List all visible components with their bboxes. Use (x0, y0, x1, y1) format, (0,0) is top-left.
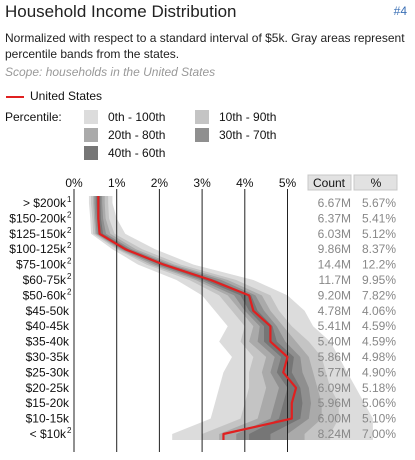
legend-band-4: 40th - 60th (84, 146, 165, 160)
category-label: $15-20k (26, 396, 70, 410)
category-label: $30-35k (26, 350, 70, 364)
legend-band-3: 30th - 70th (195, 128, 276, 142)
count-value: 14.4M (318, 258, 351, 272)
legend-band-label: 30th - 70th (219, 128, 277, 142)
pct-value: 4.59% (362, 319, 396, 333)
category-label: $125-150k (9, 227, 67, 241)
pct-value: 12.2% (362, 258, 396, 272)
figure-number-link[interactable]: #4 (393, 4, 407, 18)
x-tick-label: 5% (279, 176, 297, 190)
category-label: $50-60k (23, 288, 67, 302)
category-label: $25-30k (26, 365, 70, 379)
category-label: $150-200k (9, 211, 67, 225)
percentile-band (94, 196, 311, 440)
count-value: 9.86M (318, 242, 351, 256)
count-value: 6.00M (318, 412, 351, 426)
pct-value: 4.59% (362, 335, 396, 349)
count-header: Count (313, 176, 346, 190)
legend-band-label: 0th - 100th (108, 110, 166, 124)
pct-value: 7.00% (362, 427, 396, 441)
category-label: $20-25k (26, 381, 70, 395)
pct-value: 5.06% (362, 396, 396, 410)
count-value: 5.86M (318, 350, 351, 364)
percentile-band (96, 196, 303, 440)
legend-band-label: 40th - 60th (108, 146, 166, 160)
legend-percentile-label: Percentile: (5, 110, 62, 124)
category-label: $35-40k (26, 335, 70, 349)
category-footnote: 2 (67, 226, 72, 235)
legend-band-swatch (84, 110, 98, 124)
x-tick-label: 3% (193, 176, 211, 190)
count-value: 6.03M (318, 227, 351, 241)
count-value: 5.40M (318, 335, 351, 349)
count-value: 6.67M (318, 196, 351, 210)
legend-band-swatch (84, 128, 98, 142)
category-footnote: 2 (67, 426, 72, 435)
count-value: 5.77M (318, 365, 351, 379)
pct-value: 9.95% (362, 273, 396, 287)
pct-value: 4.90% (362, 365, 396, 379)
legend-band-swatch (195, 128, 209, 142)
category-label: $45-50k (26, 304, 70, 318)
count-value: 5.96M (318, 396, 351, 410)
category-label: $60-75k (23, 273, 67, 287)
legend-band-swatch (195, 110, 209, 124)
x-tick-label: 0% (65, 176, 83, 190)
category-footnote: 2 (67, 272, 72, 281)
legend-band-label: 10th - 90th (219, 110, 277, 124)
category-label: $10-15k (26, 412, 70, 426)
category-label: $75-100k (16, 258, 67, 272)
legend-series-swatch (6, 96, 24, 98)
category-label: $40-45k (26, 319, 70, 333)
category-label: < $10k (30, 427, 67, 441)
count-value: 9.20M (318, 288, 351, 302)
pct-value: 5.18% (362, 381, 396, 395)
count-value: 5.41M (318, 319, 351, 333)
legend-band-label: 20th - 80th (108, 128, 166, 142)
pct-value: 4.06% (362, 304, 396, 318)
x-tick-label: 1% (108, 176, 126, 190)
pct-header-box (353, 174, 398, 191)
count-value: 6.37M (318, 211, 351, 225)
series-line-united-states (97, 196, 298, 440)
legend-band-2: 20th - 80th (84, 128, 165, 142)
category-footnote: 2 (67, 241, 72, 250)
legend-band-swatch (84, 146, 98, 160)
category-footnote: 2 (67, 287, 72, 296)
pct-value: 5.12% (362, 227, 396, 241)
category-label: $100-125k (9, 242, 67, 256)
legend-series-label: United States (30, 89, 103, 103)
chart-scope: Scope: households in the United States (5, 65, 216, 79)
count-value: 11.7M (319, 273, 351, 287)
pct-value: 5.41% (362, 211, 396, 225)
count-value: 6.09M (318, 381, 351, 395)
pct-header: % (371, 176, 382, 190)
pct-value: 5.10% (362, 412, 396, 426)
category-footnote: 2 (67, 257, 72, 266)
x-tick-label: 2% (151, 176, 169, 190)
chart-title: Household Income Distribution (5, 2, 237, 21)
x-tick-label: 4% (236, 176, 254, 190)
category-footnote: 1 (67, 195, 72, 204)
category-label: > $200k (23, 196, 67, 210)
pct-value: 8.37% (362, 242, 396, 256)
count-value: 4.78M (318, 304, 351, 318)
count-value: 8.24M (318, 427, 351, 441)
pct-value: 5.67% (362, 196, 396, 210)
legend-band-0: 0th - 100th (84, 110, 165, 124)
pct-value: 4.98% (362, 350, 396, 364)
category-footnote: 2 (67, 210, 72, 219)
pct-value: 7.82% (362, 288, 396, 302)
chart-subtitle: Normalized with respect to a standard in… (5, 31, 405, 61)
legend-band-1: 10th - 90th (195, 110, 276, 124)
count-header-box (307, 174, 352, 191)
